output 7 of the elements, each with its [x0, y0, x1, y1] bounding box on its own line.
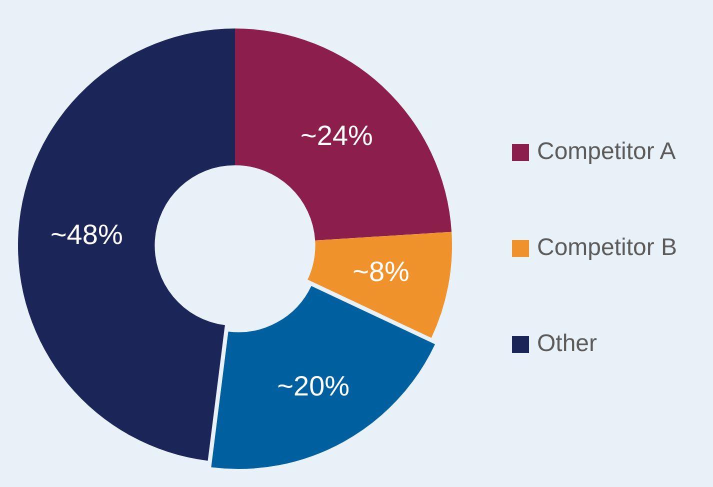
data-label: ~8% — [352, 256, 410, 288]
data-label: ~20% — [277, 370, 350, 402]
data-label: ~24% — [300, 120, 373, 151]
data-label: ~48% — [50, 218, 123, 250]
legend-label: Other — [537, 330, 598, 358]
legend-label: Competitor A — [537, 138, 676, 166]
legend-label: Competitor B — [537, 234, 678, 262]
